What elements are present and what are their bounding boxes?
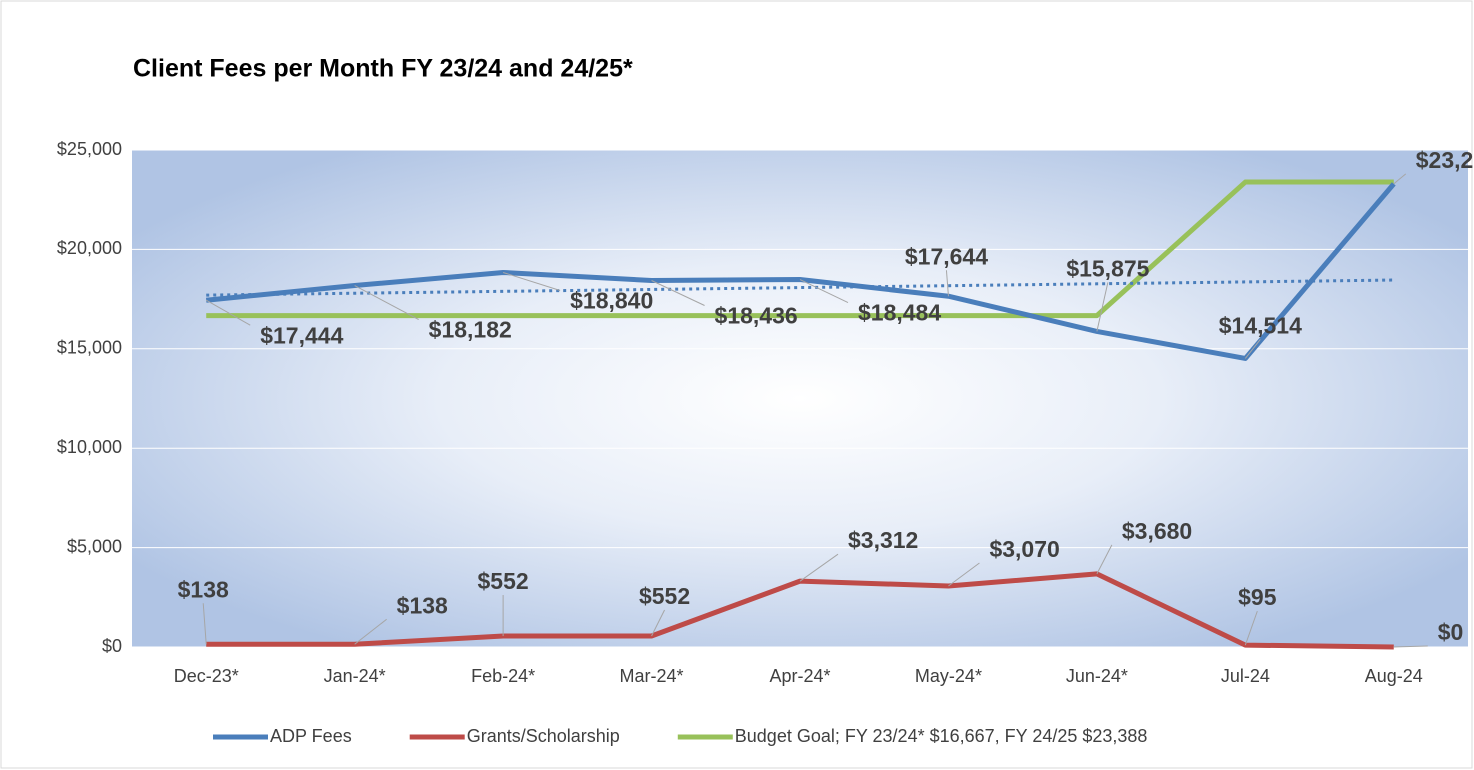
leader-line — [948, 562, 980, 587]
y-tick-label: $25,000 — [57, 139, 122, 159]
data-label: $138 — [397, 592, 448, 618]
leader-line — [1096, 544, 1113, 575]
leader-line — [1244, 339, 1261, 359]
x-tick-label: Apr-24* — [769, 666, 830, 686]
leader-line — [1096, 282, 1109, 332]
data-label: $18,436 — [715, 303, 798, 329]
y-tick-label: $10,000 — [57, 437, 122, 457]
chart-title: Client Fees per Month FY 23/24 and 24/25… — [133, 55, 633, 83]
leader-line — [1393, 645, 1428, 648]
leader-line — [202, 603, 207, 645]
data-label: $17,444 — [260, 322, 343, 348]
x-tick-label: Jul-24 — [1221, 666, 1270, 686]
data-label: $17,644 — [905, 243, 988, 269]
data-label: $552 — [639, 583, 690, 609]
legend-label: Grants/Scholarship — [467, 726, 620, 746]
y-tick-label: $0 — [102, 636, 122, 656]
data-label: $138 — [178, 576, 229, 602]
leader-line — [502, 271, 561, 291]
x-tick-label: Mar-24* — [620, 666, 684, 686]
leader-line — [799, 279, 849, 303]
data-label: $0 — [1438, 619, 1464, 645]
leader-line — [354, 618, 387, 645]
x-tick-label: Aug-24 — [1365, 666, 1423, 686]
data-label: $552 — [478, 568, 529, 594]
legend-label: ADP Fees — [270, 726, 352, 746]
leader-line — [1244, 610, 1258, 646]
series-line — [205, 182, 1396, 361]
leader-line — [945, 270, 949, 297]
x-tick-label: May-24* — [915, 666, 982, 686]
y-tick-label: $5,000 — [67, 536, 122, 556]
series-line — [206, 179, 1394, 319]
leader-line — [651, 609, 666, 637]
leader-line — [354, 285, 419, 320]
y-tick-label: $15,000 — [57, 338, 122, 358]
plot-area — [132, 150, 1468, 647]
leader-line — [205, 299, 251, 326]
trendline — [206, 278, 1394, 297]
data-label: $18,840 — [570, 288, 653, 314]
data-label: $3,680 — [1122, 518, 1192, 544]
x-tick-label: Dec-23* — [174, 666, 239, 686]
data-label: $23,298 — [1416, 147, 1474, 173]
data-label: $3,070 — [989, 536, 1059, 562]
y-tick-label: $20,000 — [57, 238, 122, 258]
x-tick-label: Feb-24* — [471, 666, 535, 686]
leader-line — [651, 280, 705, 306]
data-label: $18,484 — [858, 300, 941, 326]
leader-line — [1393, 173, 1407, 185]
data-label: $15,875 — [1066, 255, 1149, 281]
data-label: $18,182 — [429, 317, 512, 343]
data-label: $3,312 — [848, 527, 918, 553]
legend-label: Budget Goal; FY 23/24* $16,667, FY 24/25… — [735, 726, 1148, 746]
leader-line — [799, 553, 839, 582]
data-label: $95 — [1238, 584, 1277, 610]
data-label: $14,514 — [1219, 313, 1302, 339]
x-tick-label: Jan-24* — [324, 666, 386, 686]
x-tick-label: Jun-24* — [1066, 666, 1128, 686]
